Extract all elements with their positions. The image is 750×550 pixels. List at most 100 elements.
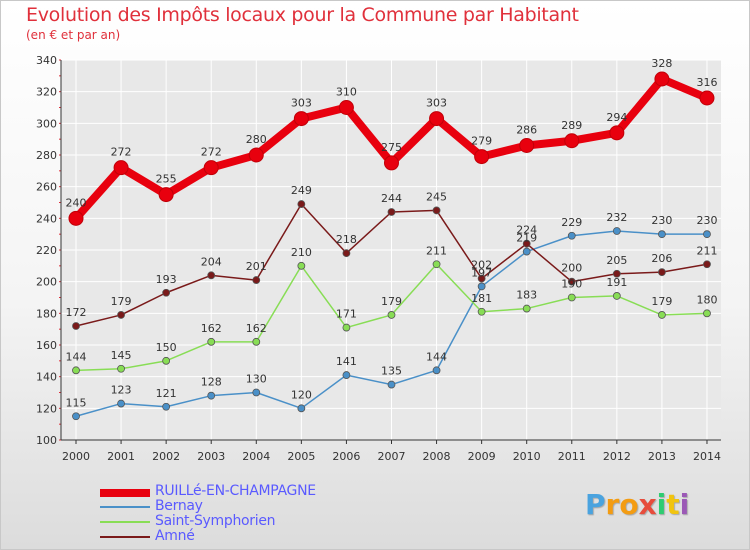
data-label-amne: 202	[471, 259, 492, 272]
data-label-bernay: 229	[561, 216, 582, 229]
point-ruille	[564, 133, 580, 149]
data-label-ruille: 279	[471, 135, 492, 148]
point-saint-symphorien	[162, 356, 171, 365]
data-label-saint-symphorien: 190	[561, 278, 582, 291]
data-label-amne: 224	[516, 224, 537, 237]
point-saint-symphorien	[567, 293, 576, 302]
point-saint-symphorien	[522, 304, 531, 313]
point-ruille	[158, 187, 174, 203]
data-label-amne: 200	[561, 262, 582, 275]
chart-subtitle: (en € et par an)	[26, 28, 121, 42]
point-saint-symphorien	[342, 323, 351, 332]
data-label-saint-symphorien: 191	[606, 276, 627, 289]
point-ruille	[293, 111, 309, 127]
x-tick-label: 2010	[513, 450, 541, 463]
legend-swatch-ruille	[100, 489, 150, 497]
point-amne	[387, 208, 396, 216]
data-label-amne: 204	[201, 255, 222, 268]
point-saint-symphorien	[658, 311, 666, 319]
point-amne	[703, 260, 711, 269]
data-label-ruille: 275	[381, 141, 402, 154]
y-tick-label: 180	[36, 307, 57, 320]
legend-label-ruille: RUILLé-EN-CHAMPAGNE	[155, 483, 316, 499]
data-label-saint-symphorien: 171	[336, 308, 357, 321]
x-tick-label: 2006	[332, 450, 360, 463]
data-label-bernay: 130	[246, 373, 267, 386]
point-ruille	[699, 90, 715, 106]
data-label-ruille: 240	[66, 196, 87, 209]
data-label-saint-symphorien: 183	[516, 289, 537, 302]
y-tick-label: 300	[36, 117, 57, 130]
point-amne	[297, 200, 306, 208]
data-label-saint-symphorien: 210	[291, 246, 312, 259]
point-saint-symphorien	[297, 261, 306, 270]
data-label-amne: 172	[66, 306, 87, 319]
data-label-amne: 244	[381, 192, 402, 205]
legend-label-amne: Amné	[155, 528, 195, 544]
point-saint-symphorien	[252, 337, 261, 346]
data-label-bernay: 144	[426, 350, 447, 363]
point-ruille	[429, 111, 445, 127]
y-tick-label: 160	[36, 339, 57, 352]
data-label-saint-symphorien: 181	[471, 292, 492, 305]
legend-swatch-saint-symphorien	[100, 521, 150, 523]
point-saint-symphorien	[612, 292, 621, 300]
point-saint-symphorien	[387, 311, 396, 319]
point-bernay	[252, 388, 261, 397]
data-label-ruille: 303	[426, 97, 447, 110]
y-tick-label: 280	[36, 149, 57, 162]
point-bernay	[117, 399, 125, 408]
point-ruille	[338, 100, 354, 115]
y-tick-label: 320	[36, 86, 57, 99]
point-ruille	[68, 210, 84, 226]
x-tick-label: 2009	[468, 450, 496, 463]
point-ruille	[113, 160, 129, 176]
legend-swatch-bernay	[100, 506, 150, 508]
y-tick-label: 220	[36, 244, 57, 257]
x-tick-label: 2003	[197, 450, 225, 463]
point-amne	[72, 322, 80, 330]
data-label-saint-symphorien: 211	[426, 244, 447, 257]
point-ruille	[383, 155, 399, 171]
point-ruille	[609, 125, 625, 141]
data-label-amne: 193	[156, 273, 177, 286]
point-amne	[252, 276, 261, 284]
x-tick-label: 2004	[242, 450, 270, 463]
data-label-saint-symphorien: 179	[651, 295, 672, 308]
data-label-amne: 206	[651, 252, 672, 265]
data-label-ruille: 294	[606, 111, 627, 124]
point-ruille	[248, 147, 264, 163]
x-tick-label: 2005	[287, 450, 315, 463]
x-tick-label: 2000	[62, 450, 90, 463]
data-label-ruille: 280	[246, 133, 267, 146]
point-bernay	[658, 230, 666, 239]
data-label-amne: 205	[606, 254, 627, 267]
legend-swatch-amne	[100, 536, 150, 538]
point-amne	[477, 274, 486, 283]
data-label-ruille: 303	[291, 97, 312, 110]
point-amne	[432, 206, 441, 215]
x-tick-label: 2008	[423, 450, 451, 463]
data-label-ruille: 310	[336, 86, 357, 99]
point-bernay	[432, 366, 441, 375]
legend-label-bernay: Bernay	[155, 498, 203, 514]
point-saint-symphorien	[703, 309, 711, 318]
y-tick-label: 240	[36, 212, 57, 225]
data-label-saint-symphorien: 144	[66, 350, 87, 363]
data-label-ruille: 272	[111, 146, 132, 159]
data-label-bernay: 141	[336, 355, 357, 368]
point-ruille	[474, 149, 490, 165]
y-tick-label: 340	[36, 54, 57, 67]
data-label-amne: 179	[111, 295, 132, 308]
point-saint-symphorien	[72, 366, 80, 375]
data-label-amne: 249	[291, 184, 312, 197]
data-label-ruille: 255	[156, 173, 177, 186]
data-label-saint-symphorien: 162	[246, 322, 267, 335]
point-saint-symphorien	[477, 307, 486, 316]
proxiti-logo: Proxiti	[585, 488, 690, 521]
data-label-bernay: 219	[516, 232, 537, 245]
chart-title: Evolution des Impôts locaux pour la Comm…	[26, 4, 579, 26]
legend-label-saint-symphorien: Saint-Symphorien	[155, 513, 276, 529]
point-saint-symphorien	[432, 260, 441, 269]
